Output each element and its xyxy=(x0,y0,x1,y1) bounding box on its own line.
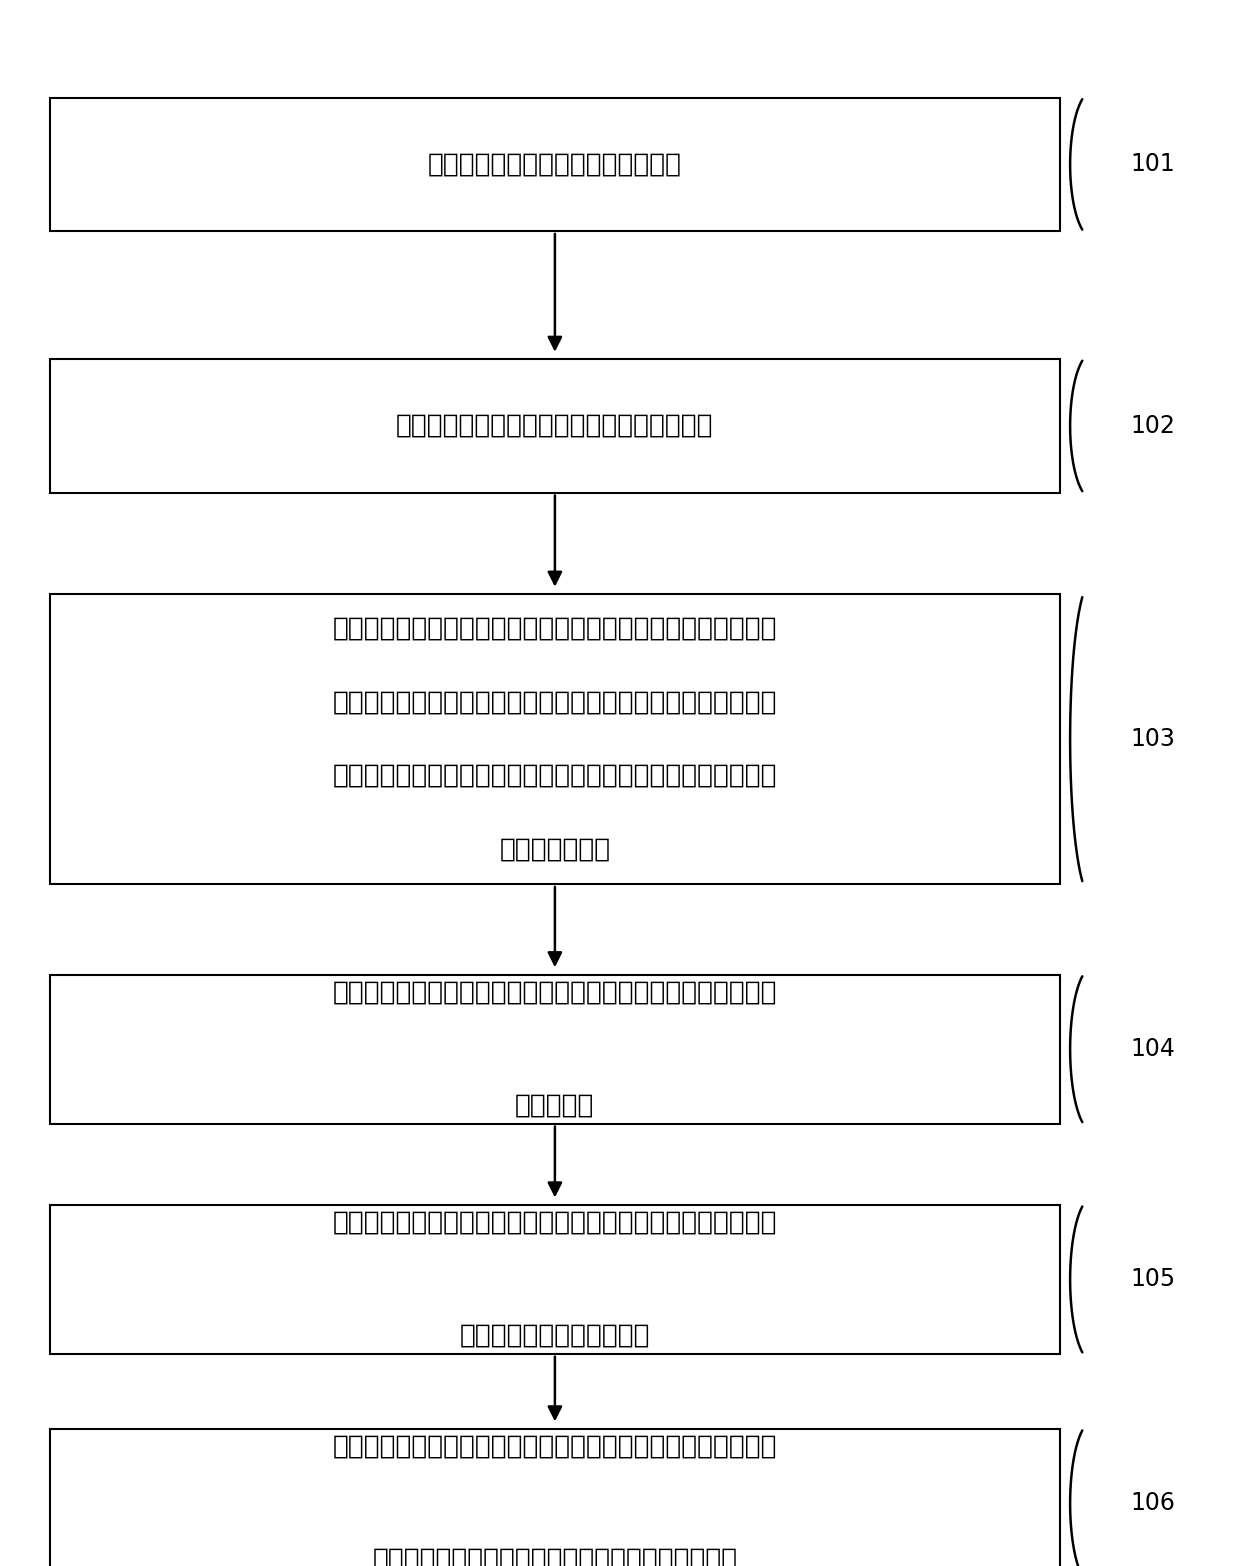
Text: 至少一零件模型: 至少一零件模型 xyxy=(500,836,610,863)
Text: 101: 101 xyxy=(1131,152,1176,177)
Text: 所述回转壳体内的位置数据: 所述回转壳体内的位置数据 xyxy=(460,1323,650,1348)
Text: 106: 106 xyxy=(1131,1491,1176,1516)
Text: 根据计算得到的位置数据，发送定位标记指令，以在所述回转壳: 根据计算得到的位置数据，发送定位标记指令，以在所述回转壳 xyxy=(332,1434,777,1460)
Text: 所述理论壳体内表面模型和装配在所述理论壳体内表面模型内的: 所述理论壳体内表面模型和装配在所述理论壳体内表面模型内的 xyxy=(332,763,777,789)
Text: 际装配模型: 际装配模型 xyxy=(515,1093,595,1118)
FancyBboxPatch shape xyxy=(50,1206,1060,1353)
Text: 102: 102 xyxy=(1131,413,1176,438)
Text: 根据所述壳体内表面误差数据，调整所述预设装配模型，得到实: 根据所述壳体内表面误差数据，调整所述预设装配模型，得到实 xyxy=(332,980,777,1005)
FancyBboxPatch shape xyxy=(50,594,1060,883)
Text: 103: 103 xyxy=(1131,727,1176,752)
Text: 105: 105 xyxy=(1131,1267,1176,1292)
FancyBboxPatch shape xyxy=(50,1428,1060,1566)
Text: 将建立的壳体内表面模型与预设装配模型中的理论壳体内表面模: 将建立的壳体内表面模型与预设装配模型中的理论壳体内表面模 xyxy=(332,615,777,642)
Text: 104: 104 xyxy=(1131,1037,1176,1062)
Text: 体内对所述至少一零件模型对应的零件进行定位标记: 体内对所述至少一零件模型对应的零件进行定位标记 xyxy=(372,1547,738,1566)
Text: 型进行比对，得到壳体内表面误差数据，所述预设装配模型包括: 型进行比对，得到壳体内表面误差数据，所述预设装配模型包括 xyxy=(332,689,777,716)
Text: 根据所述激光扫描数据，建立壳体内表面模型: 根据所述激光扫描数据，建立壳体内表面模型 xyxy=(396,413,714,438)
FancyBboxPatch shape xyxy=(50,360,1060,492)
Text: 获取回转壳体内表面的激光扫描数据: 获取回转壳体内表面的激光扫描数据 xyxy=(428,152,682,177)
FancyBboxPatch shape xyxy=(50,974,1060,1124)
FancyBboxPatch shape xyxy=(50,97,1060,230)
Text: 根据所述实际装配模型，计算所述至少一零件模型对应的零件在: 根据所述实际装配模型，计算所述至少一零件模型对应的零件在 xyxy=(332,1211,777,1236)
